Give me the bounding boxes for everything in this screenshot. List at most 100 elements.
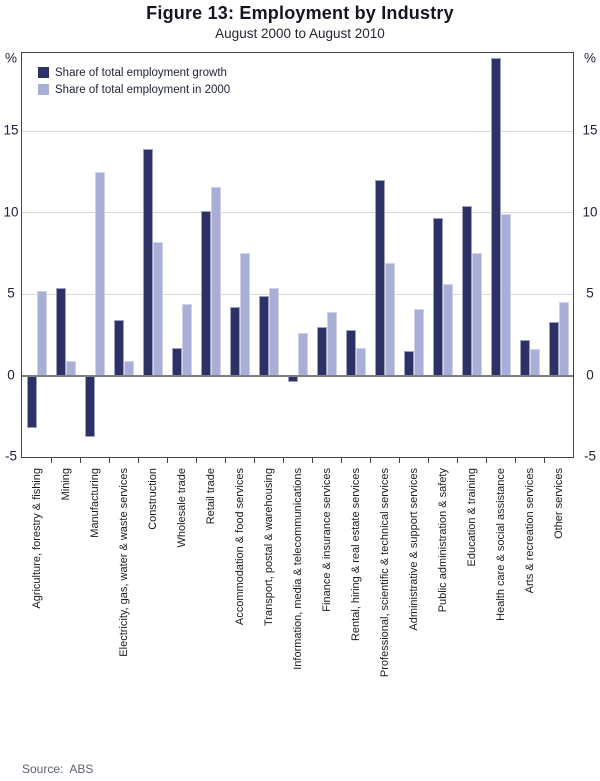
legend-swatch-2000 — [38, 84, 49, 95]
growth-bar — [345, 329, 356, 376]
growth-bar — [316, 326, 327, 376]
employment-2000-bar — [297, 333, 308, 376]
figure-title: Figure 13: Employment by Industry — [146, 3, 454, 23]
employment-2000-bar — [152, 241, 163, 376]
x-category-label: Administrative & support services — [407, 468, 420, 631]
employment-2000-bar — [326, 312, 337, 376]
employment-2000-bar — [239, 253, 250, 376]
growth-bar — [200, 211, 211, 376]
growth-bar — [84, 375, 95, 438]
plot-area: Share of total employment growth Share o… — [21, 52, 574, 458]
legend-label-growth: Share of total employment growth — [55, 66, 227, 79]
x-tick — [283, 458, 284, 463]
x-tick — [225, 458, 226, 463]
gridline — [22, 293, 573, 295]
employment-2000-bar — [442, 284, 453, 376]
employment-2000-bar — [529, 349, 540, 376]
x-tick — [399, 458, 400, 463]
source-note: Source: ABS — [22, 762, 94, 776]
employment-2000-bar — [268, 287, 279, 376]
growth-bar — [374, 180, 385, 376]
growth-bar — [258, 295, 269, 376]
employment-2000-bar — [36, 290, 47, 376]
growth-bar — [519, 339, 530, 376]
y-tick-label-right: 10 — [582, 204, 598, 220]
x-tick — [51, 458, 52, 463]
x-category-label: Public administration & safety — [436, 468, 449, 613]
growth-bar — [142, 149, 153, 376]
x-tick — [486, 458, 487, 463]
employment-2000-bar — [384, 263, 395, 376]
y-tick-label-left: 0 — [7, 367, 15, 383]
x-category-label: Finance & insurance services — [320, 468, 333, 612]
y-axis-right: % -5 0 5 10 15 — [579, 50, 600, 464]
x-category-label: Professional, scientific & technical ser… — [378, 468, 391, 678]
y-tick-label-right: 15 — [582, 122, 598, 138]
growth-bar — [432, 217, 443, 376]
x-category-label: Arts & recreation services — [523, 468, 536, 594]
growth-bar — [403, 351, 414, 376]
growth-bar — [113, 320, 124, 376]
growth-bar — [461, 206, 472, 376]
legend-label-2000: Share of total employment in 2000 — [55, 83, 231, 96]
employment-2000-bar — [471, 253, 482, 376]
x-category-label: Accommodation & food services — [233, 468, 246, 626]
growth-bar — [55, 287, 66, 376]
x-category-label: Retail trade — [204, 468, 217, 525]
employment-2000-bar — [558, 302, 569, 376]
growth-bar — [26, 375, 37, 428]
employment-2000-bar — [413, 308, 424, 376]
employment-2000-bar — [181, 303, 192, 376]
y-tick-label-right: 0 — [586, 367, 594, 383]
employment-2000-bar — [65, 360, 76, 376]
employment-2000-bar — [94, 171, 105, 376]
x-tick — [341, 458, 342, 463]
legend-swatch-growth — [38, 67, 49, 78]
growth-bar — [171, 347, 182, 376]
x-category-label: Information, media & telecommunications — [291, 468, 304, 670]
percent-symbol: % — [4, 50, 17, 66]
y-tick-label-left: 5 — [7, 285, 15, 301]
x-category-label: Mining — [59, 468, 72, 501]
gridline — [22, 212, 573, 214]
x-tick — [138, 458, 139, 463]
x-tick — [254, 458, 255, 463]
x-tick — [544, 458, 545, 463]
y-tick-label-left: -5 — [4, 448, 17, 464]
gridline — [22, 130, 573, 132]
employment-2000-bar — [355, 347, 366, 376]
x-category-label: Agriculture, forestry & fishing — [30, 468, 43, 609]
percent-symbol: % — [583, 50, 596, 66]
y-axis-left: % -5 0 5 10 15 — [0, 50, 22, 464]
x-tick — [80, 458, 81, 463]
x-category-label: Education & training — [465, 468, 478, 567]
y-tick-label-left: 15 — [3, 122, 19, 138]
x-tick — [167, 458, 168, 463]
x-tick — [428, 458, 429, 463]
x-category-label: Rental, hiring & real estate services — [349, 468, 362, 642]
figure-subtitle: August 2000 to August 2010 — [215, 26, 385, 41]
x-tick — [370, 458, 371, 463]
x-tick — [196, 458, 197, 463]
y-tick-label-right: -5 — [583, 448, 596, 464]
x-category-label: Electricity, gas, water & waste services — [117, 468, 130, 657]
x-category-label: Other services — [552, 468, 565, 539]
x-tick — [515, 458, 516, 463]
x-category-label: Health care & social assistance — [494, 468, 507, 621]
zero-axis-line — [22, 374, 573, 377]
x-tick — [109, 458, 110, 463]
growth-bar — [490, 57, 501, 376]
x-tick — [457, 458, 458, 463]
growth-bar — [229, 307, 240, 376]
employment-2000-bar — [210, 186, 221, 376]
legend-item-2000: Share of total employment in 2000 — [38, 81, 230, 98]
y-tick-label-left: 10 — [3, 204, 19, 220]
x-category-label: Wholesale trade — [175, 468, 188, 548]
x-category-label: Manufacturing — [88, 468, 101, 538]
legend-item-growth: Share of total employment growth — [38, 64, 230, 81]
chart-legend: Share of total employment growth Share o… — [38, 64, 230, 98]
x-category-label: Construction — [146, 468, 159, 530]
growth-bar — [548, 321, 559, 376]
x-tick — [312, 458, 313, 463]
